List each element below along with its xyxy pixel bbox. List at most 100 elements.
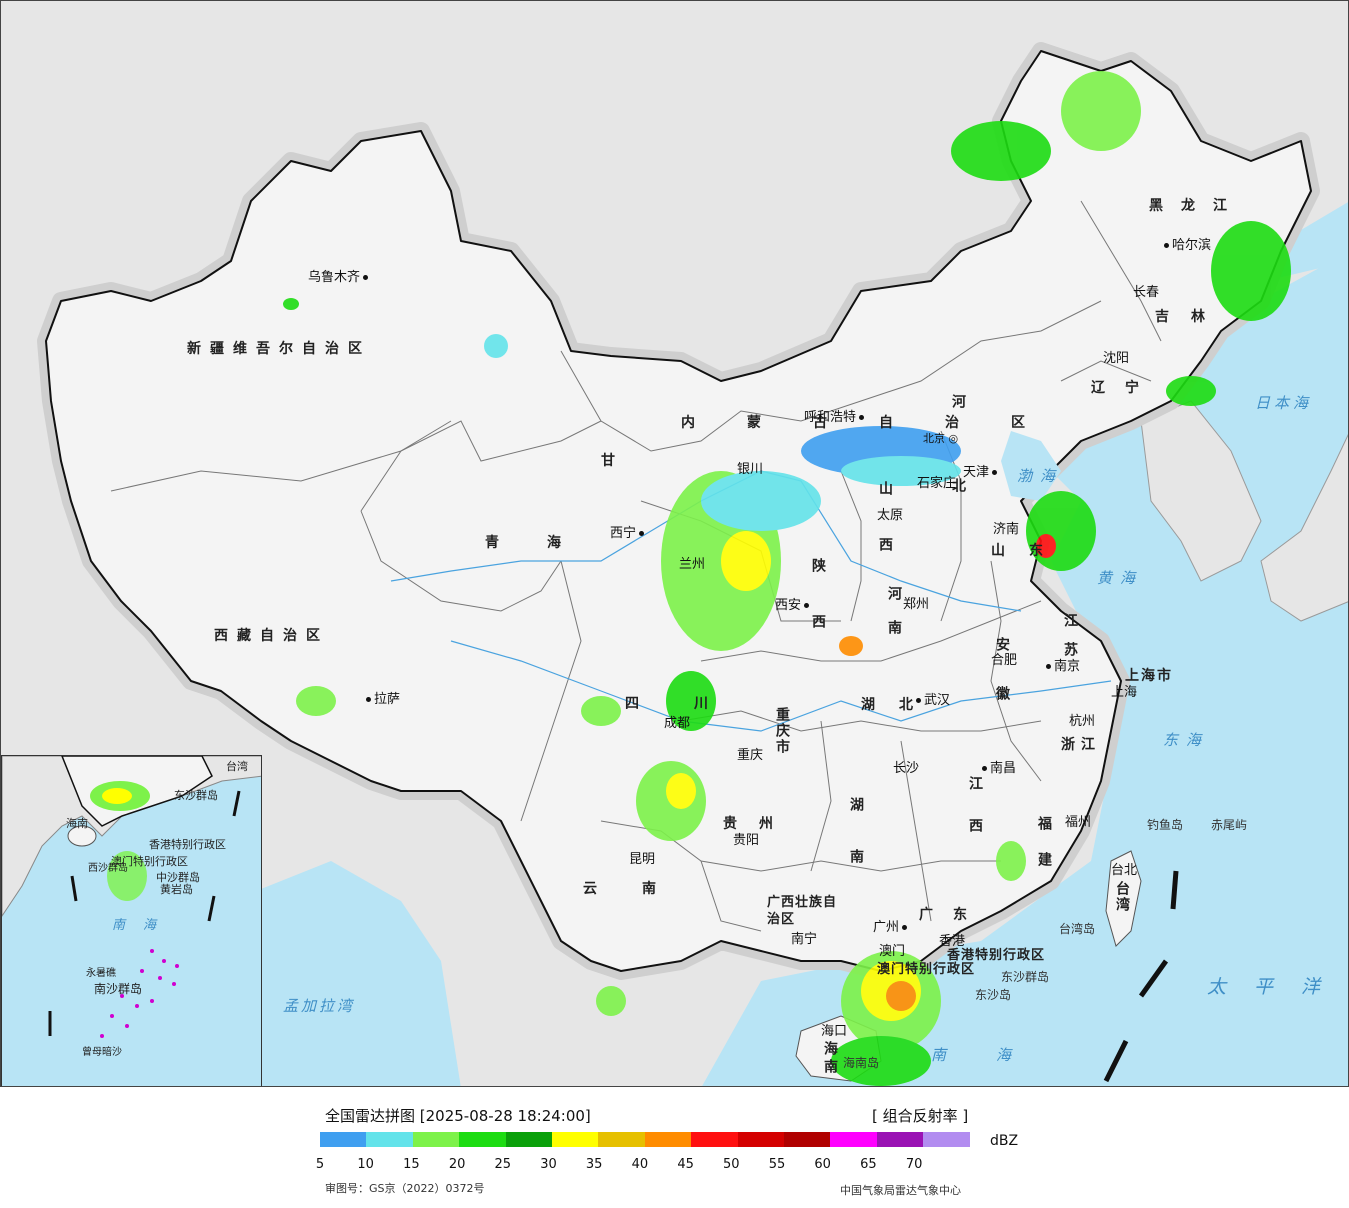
legend-tick: 5 [315,1157,325,1172]
label-guizhou: 贵州 [723,816,795,832]
label-heilongjiang: 黑龙江 [1149,198,1245,214]
label-shanghai-prov: 上海市 [1125,668,1173,684]
city-guiyang: 贵阳 [733,833,760,848]
sea-taipingyang: 太平洋 [1207,976,1349,998]
island-dongsha: 东沙岛 [975,988,1012,1002]
inset-label-taiwan: 台湾 [226,760,248,773]
inset-canvas [2,756,261,1038]
source-label: 中国气象局雷达气象中心 [840,1184,961,1197]
city-changsha: 长沙 [893,761,920,776]
legend-swatch [505,1132,553,1147]
label-hunan: 湖南 [848,797,864,901]
label-qinghai: 青海 [485,535,609,551]
label-jiangxi: 江西 [967,776,983,860]
label-zhejiang: 浙江 [1061,737,1101,753]
south-china-sea-inset: 香港特别行政区 澳门特别行政区 海南 台湾 东沙群岛 西沙群岛 中沙群岛 黄岩岛… [1,755,262,1086]
label-xizang: 西藏自治区 [214,628,329,644]
inset-label-zhongsha: 中沙群岛 [156,871,200,884]
legend-swatch [366,1132,414,1147]
city-yinchuan: 银川 [737,462,764,477]
label-guangdong: 广东 [919,907,987,923]
city-wuhan: 武汉 [913,694,950,707]
city-zhengzhou: 郑州 [903,597,930,612]
city-chengdu: 成都 [664,716,691,731]
legend-tick: 15 [403,1157,420,1172]
legend-tick: 50 [723,1157,740,1172]
inset-label-macau: 澳门特别行政区 [111,855,188,868]
legend-swatch [552,1132,599,1147]
legend-tick: 45 [677,1157,694,1172]
city-lanzhou: 兰州 [679,557,706,572]
inset-label-hainan: 海南 [66,817,88,830]
legend-swatch [737,1132,785,1147]
sea-bohai: 渤海 [1017,467,1064,485]
city-macao: 澳门 [879,944,906,959]
legend-tick: 30 [540,1157,557,1172]
island-dongsha-qd: 东沙群岛 [1001,970,1050,984]
city-taipei: 台北 [1111,863,1138,878]
city-xining: 西宁 [610,527,647,540]
legend-swatch [923,1132,971,1147]
legend-swatch [412,1132,460,1147]
label-fujian: 福建 [1036,816,1052,888]
label-shanxi: 山西 [877,481,893,593]
approval-number: 审图号：GS京（2022）0372号 [325,1182,485,1195]
legend-tick: 70 [905,1157,923,1172]
legend-swatch [876,1132,924,1147]
city-kunming: 昆明 [629,852,656,867]
city-tianjin: 天津 [963,466,1000,479]
city-nanning: 南宁 [791,932,818,947]
legend-swatch [644,1132,692,1147]
label-jilin: 吉林 [1155,309,1227,325]
label-macau-sar: 澳门特别行政区 [877,962,976,977]
legend-tick: 40 [631,1157,649,1172]
city-shenyang: 沈阳 [1103,351,1130,366]
city-hefei: 合肥 [991,653,1018,668]
sea-donghai: 东海 [1163,731,1210,749]
city-jinan: 济南 [993,522,1020,537]
unit-label: dBZ [990,1133,1019,1149]
inset-label-hk: 香港特别行政区 [149,838,226,851]
product-label: [ 组合反射率 ] [872,1107,969,1125]
sea-nanhai: 南海 [931,1046,1062,1064]
city-fuzhou: 福州 [1065,815,1092,830]
city-urumqi: 乌鲁木齐 [308,271,371,284]
inset-label-yongshu: 永暑礁 [86,968,116,979]
legend-tick: 55 [768,1157,786,1172]
label-neimenggu: 内蒙古自治区 [681,415,1077,431]
inset-label-xisha: 西沙群岛 [88,863,128,874]
city-hohhot: 呼和浩特 [804,411,867,424]
city-changchun: 长春 [1133,285,1160,300]
city-shijiazhuang: 石家庄 [917,476,957,491]
map-canvas [1,1,1348,1086]
label-gansu: 甘 [601,453,624,469]
legend-tick: 20 [448,1157,466,1172]
label-hk-sar: 香港特别行政区 [947,948,1046,963]
inset-label-huangyan: 黄岩岛 [160,883,193,896]
radar-map[interactable]: 新疆维吾尔自治区 西藏自治区 青海 甘 四川 云南 贵州 广西壮族自治区 广东 … [0,0,1349,1087]
city-nanjing: 南京 [1043,660,1080,673]
sea-ribenhai: 日本海 [1255,394,1313,412]
city-shanghai: 上海 [1111,685,1138,700]
label-sichuan: 四川 [625,696,763,712]
label-hainan: 海南 [822,1041,838,1077]
legend-swatch [830,1132,878,1147]
label-taiwan: 台湾 [1114,881,1130,913]
label-hebei: 河北 [950,394,966,562]
island-diaoyu: 钓鱼岛 [1147,818,1184,832]
legend-tick: 65 [860,1157,877,1172]
label-hubei: 湖北 [861,697,937,713]
legend-swatch [598,1132,646,1147]
label-anhui: 安徽 [994,637,1010,735]
island-hainandao: 海南岛 [843,1056,880,1070]
city-xian: 西安 [775,599,812,612]
city-lhasa: 拉萨 [363,693,400,706]
legend-tick: 60 [814,1157,831,1172]
label-chongqing: 重庆市 [774,707,790,755]
city-haikou: 海口 [821,1024,848,1039]
city-hangzhou: 杭州 [1069,714,1096,729]
city-beijing: 北京 ◎ [923,432,959,445]
sea-huanghai: 黄海 [1097,569,1144,587]
legend-swatch [691,1132,739,1147]
inset-label-zengmu: 曾母暗沙 [82,1047,122,1058]
